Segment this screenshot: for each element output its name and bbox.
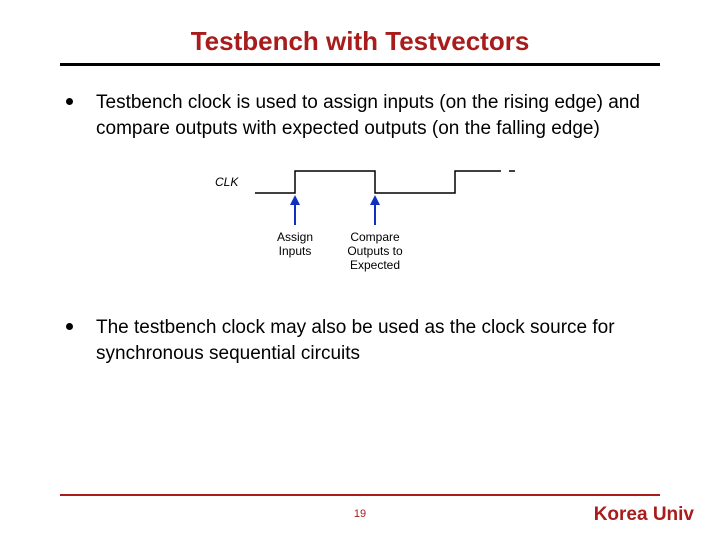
slide: Testbench with Testvectors Testbench clo… [0,0,720,540]
footer-divider [60,494,660,496]
svg-text:Assign: Assign [277,230,313,244]
title-divider [60,63,660,66]
clock-diagram: CLK AssignInputs CompareOutputs toExpected [50,163,670,281]
svg-text:Expected: Expected [350,258,400,272]
bullet-list: Testbench clock is used to assign inputs… [50,90,670,141]
bullet-list: The testbench clock may also be used as … [50,315,670,366]
list-item: Testbench clock is used to assign inputs… [60,90,660,141]
svg-text:Outputs to: Outputs to [347,244,403,258]
bullet-dot-icon [66,98,73,105]
svg-text:Compare: Compare [350,230,400,244]
clk-waveform-svg: CLK AssignInputs CompareOutputs toExpected [205,163,515,281]
bullet-text: Testbench clock is used to assign inputs… [96,92,640,139]
bullet-text: The testbench clock may also be used as … [96,317,615,364]
bullet-dot-icon [66,323,73,330]
list-item: The testbench clock may also be used as … [60,315,660,366]
svg-text:Inputs: Inputs [279,244,312,258]
svg-text:CLK: CLK [215,175,239,189]
org-label: Korea Univ [594,504,694,526]
slide-title: Testbench with Testvectors [50,26,670,57]
